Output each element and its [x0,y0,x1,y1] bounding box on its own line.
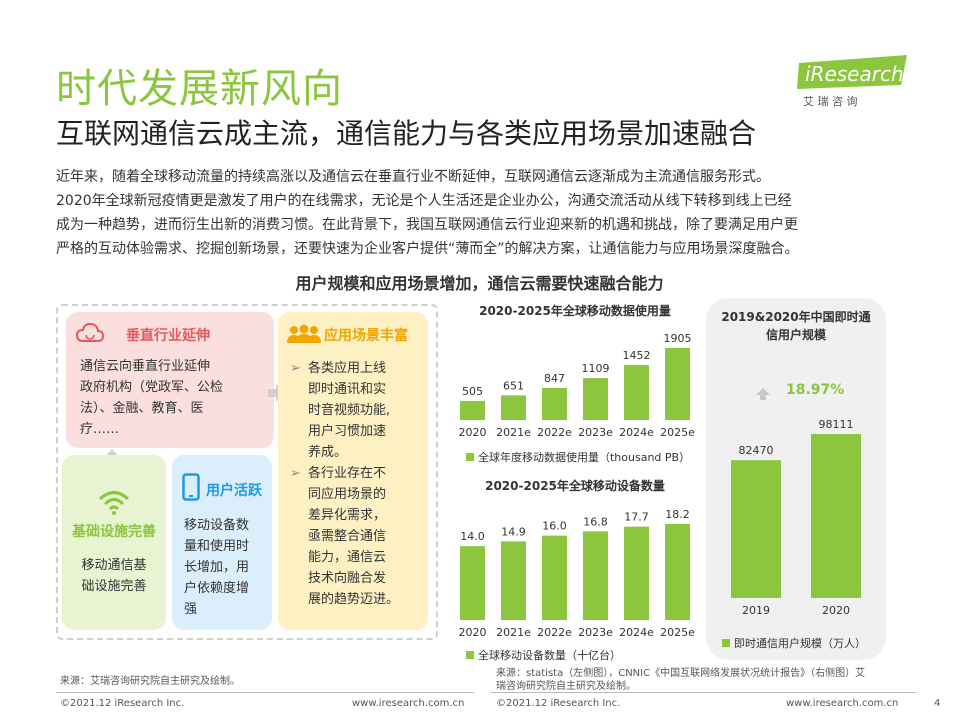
chart1-title: 2020-2025年全球移动数据使用量 [479,304,671,318]
intro-line: 严格的互动体验需求、挖掘创新场景，还要快速为企业客户提供“薄而全”的解决方案，让… [56,241,799,257]
source-right-line2: 瑞咨询研究院自主研究及绘制。 [496,681,636,692]
tick-label-2024e: 2024e [619,626,654,639]
data-label-2023e: 1109 [582,362,610,375]
tick-label-2020: 2020 [459,626,487,639]
iresearch-logo: iResearch 艾 瑞 咨 询 [795,55,915,110]
card-infrastructure: 基础设施完善 移动通信基 础设施完善 [62,455,166,630]
data-label-2022e: 16.0 [542,520,567,533]
footer-divider [490,692,916,693]
cloud-icon [75,322,105,348]
data-label-2021e: 14.9 [501,525,526,538]
copyright-right: ©2021.12 iResearch Inc. [496,698,621,709]
page-subtitle: 互联网通信云成主流，通信能力与各类应用场景加速融合 [56,117,757,150]
tick-label-2021e: 2021e [496,626,531,639]
bar-2025e [665,524,690,620]
bar-2019 [731,460,781,598]
tick-label-2025e: 2025e [660,426,695,439]
copyright-left: ©2021.12 iResearch Inc. [60,698,185,709]
triangle-bullet-icon: ➢ [290,361,301,376]
url-left[interactable]: www.iresearch.com.cn [352,698,465,709]
card-infra-title: 基础设施完善 [72,524,156,540]
growth-rate: 18.97% [786,382,845,398]
card-vertical-industry: 垂直行业延伸 通信云向垂直行业延伸 政府机构（党政军、公检 法）、金融、教育、医… [66,312,274,448]
data-label-2025e: 18.2 [665,508,690,521]
card-user-text: 移动设备数 量和使用时 长增加，用 户依赖度增 强 [184,518,250,617]
source-right-line1: 来源：statista（左侧图），CNNIC《中国互联网络发展状况统计报告》（右… [496,668,866,679]
chart2-title: 2020-2025年全球移动设备数量 [485,479,665,493]
card-scenario-title: 应用场景丰富 [324,328,408,344]
intro-line: 2020年全球新冠疫情更是激发了用户的在线需求，无论是个人生活还是企业办公，沟通… [56,193,792,209]
bar-2021e [501,541,526,620]
bar-2023e [583,531,608,620]
diagram-frame [56,304,438,640]
source-left: 来源：艾瑞咨询研究院自主研究及绘制。 [60,676,240,687]
data-label-2020: 505 [462,385,483,398]
data-label-2023e: 16.8 [583,515,608,528]
data-label-2024e: 17.7 [624,511,649,524]
logo-brand-cn: 艾 瑞 咨 询 [803,94,858,108]
bar-2022e [542,387,567,420]
chart1-legend: 全球年度移动数据使用量（thousand PB） [466,449,690,465]
chart3-title: 2019&2020年中国即时通信用户规模 [721,310,871,342]
bar-2025e [665,348,690,420]
card-scenario: 应用场景丰富 ➢ 各类应用上线 即时通讯和实 时音视频功能, 用户习惯加速 养成。 ➢ … [278,312,428,630]
intro-line: 成为一种趋势，进而衍生出新的消费习惯。在此背景下，我国互联网通信云行业迎来新的机… [56,217,798,233]
tick-label-2020: 2020 [459,426,487,439]
bar-2020 [460,546,485,620]
card-user-active: 用户活跃 移动设备数 量和使用时 长增加，用 户依赖度增 强 [172,455,272,630]
section-title: 用户规模和应用场景增加，通信云需要快速融合能力 [295,274,664,293]
bar-2020 [460,400,485,420]
bar-2021e [501,395,526,420]
legend-swatch [466,453,474,461]
tick-label-2020: 2020 [822,604,850,617]
tick-label-2023e: 2023e [578,626,613,639]
data-label-2020: 98111 [819,418,854,431]
chart2-legend-label: 全球移动设备数量（十亿台） [478,649,621,662]
legend-swatch [722,639,730,647]
users-icon [286,324,322,348]
chart2-legend: 全球移动设备数量（十亿台） [466,647,621,663]
bar-2020 [811,434,861,598]
card-vertical-title: 垂直行业延伸 [126,328,210,344]
arrow-up-icon [756,385,770,404]
intro-line: 近年来，随着全球移动流量的持续高涨以及通信云在垂直行业不断延伸，互联网通信云逐渐… [56,169,770,185]
tick-label-2022e: 2022e [537,626,572,639]
triangle-bullet-icon: ➢ [290,466,301,481]
data-label-2021e: 651 [503,379,524,392]
bar-2023e [583,378,608,420]
wifi-icon [98,489,130,519]
tick-label-2021e: 2021e [496,426,531,439]
tick-label-2023e: 2023e [578,426,613,439]
footer-divider [56,692,474,693]
data-label-2020: 14.0 [460,530,485,543]
tick-label-2025e: 2025e [660,626,695,639]
data-label-2024e: 1452 [623,349,651,362]
data-label-2019: 82470 [739,444,774,457]
data-label-2025e: 1905 [664,332,692,345]
tick-label-2019: 2019 [742,604,770,617]
page-title: 时代发展新风向 [56,66,343,112]
tick-label-2024e: 2024e [619,426,654,439]
card-vertical-text: 通信云向垂直行业延伸 政府机构（党政军、公检 法）、金融、教育、医 疗…… [80,359,224,437]
tick-label-2022e: 2022e [537,426,572,439]
bar-2022e [542,535,567,620]
chart3-svg: 82470 2019 98111 2020 [731,418,861,617]
mobile-phone-icon [182,473,200,505]
chart2-svg: 14.0 2020 14.9 2021e 16.0 2022e 16.8 2023e 17.7 2… [459,508,696,639]
card-user-title: 用户活跃 [206,483,262,499]
intro-paragraph: 近年来，随着全球移动流量的持续高涨以及通信云在垂直行业不断延伸，互联网通信云逐渐… [56,165,916,261]
chart1-legend-label: 全球年度移动数据使用量（thousand PB） [478,451,691,464]
url-right[interactable]: www.iresearch.com.cn [786,698,899,709]
chart3-legend-label: 即时通信用户规模（万人） [734,637,866,650]
card-infra-text: 移动通信基 础设施完善 [81,558,147,594]
data-label-2022e: 847 [544,372,565,385]
chart1-svg: 505 2020 651 2021e 847 2022e 1109 2023e 1452 2024… [459,332,696,439]
page-number: 4 [934,698,941,709]
card-scenario-text: ➢ 各类应用上线 即时通讯和实 时音视频功能, 用户习惯加速 养成。 ➢ 各行业存在不同… [290,358,422,610]
chart3-legend: 即时通信用户规模（万人） [722,635,866,651]
bar-2024e [624,365,649,420]
bar-2024e [624,526,649,620]
legend-swatch [466,651,474,659]
logo-brand-text: iResearch [805,62,904,86]
